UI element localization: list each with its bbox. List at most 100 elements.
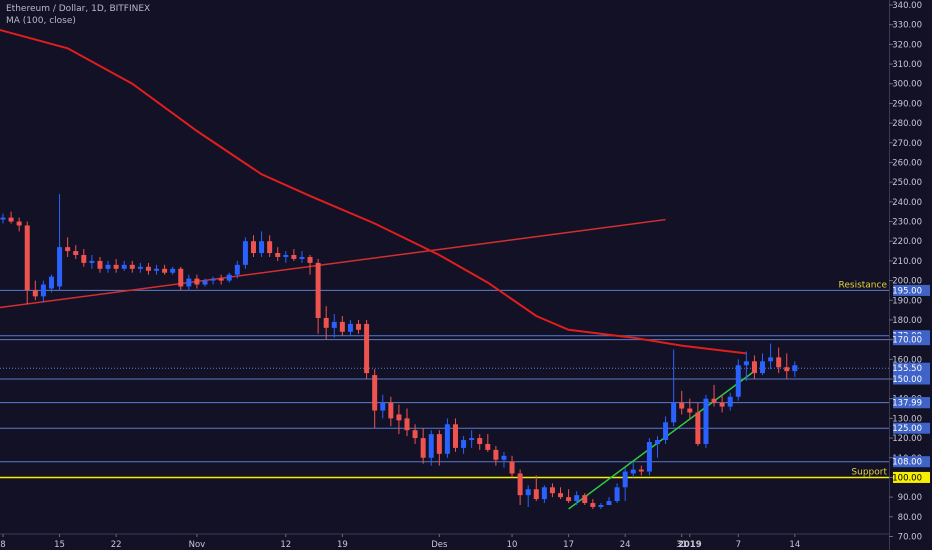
level-badge: 170.00 [892,334,930,346]
candle-body [226,274,232,281]
candle [16,217,22,232]
candle-body [590,503,596,507]
candle-body [743,361,749,366]
candle [760,353,766,376]
candle [614,483,620,504]
candle [137,262,143,273]
candle [73,245,79,259]
candle [8,211,14,224]
candle [396,404,402,435]
candle [598,503,604,509]
x-tick-label: Des [431,540,448,550]
x-tick-label: Nov [189,540,206,550]
y-tick-label: 230.00 [892,218,922,228]
candle [0,213,6,224]
candle-body [48,276,54,289]
candle-body [145,266,151,271]
candle [194,274,200,289]
y-tick-label: 320.00 [892,40,922,50]
candle-body [525,489,531,496]
candle [776,347,782,374]
y-tick-label: 120.00 [892,434,922,444]
candle-body [291,254,297,259]
candle [711,384,717,407]
candle [428,430,434,466]
candle [57,193,63,291]
y-tick-label: 180.00 [892,316,922,326]
candle-body [210,278,216,281]
candle-body [218,278,224,281]
candle [606,497,612,505]
candle-body [323,317,329,328]
candle-body [170,268,176,273]
candle [549,483,555,498]
candle [259,231,265,257]
candle-body [250,241,256,254]
support-trendline [568,370,755,510]
candle [703,394,709,448]
candle-body [372,375,378,411]
candle-body [517,473,523,496]
candle-body [558,493,564,498]
candle [420,428,426,464]
price-badge: 155.50 [892,362,930,374]
price-axis: 340.00 330.00 320.00 310.00 300.00 290.00 280.… [889,0,930,550]
candle [735,359,741,401]
candle-body [477,438,483,444]
candle [436,430,442,466]
candle [646,438,652,476]
badge-text: 195.00 [892,286,922,296]
y-tick-label: 160.00 [892,355,922,365]
x-tick-label: 2019 [678,540,702,550]
candle-body [751,361,757,374]
candle [32,280,38,301]
y-tick-label: 80.00 [898,513,922,523]
candle-body [202,280,208,285]
ma-line [0,28,747,355]
candle-body [630,469,636,474]
rising-trendline [0,218,666,309]
candle-body [259,241,265,254]
candle [65,237,71,257]
candle-body [97,260,103,269]
candle [275,247,281,261]
candle [477,434,483,450]
candle [97,256,103,273]
candle [250,235,256,257]
level-badge: 195.00 [892,284,930,296]
candle-body [57,247,63,287]
y-tick-label: 300.00 [892,80,922,90]
candle [162,264,168,275]
candle [638,465,644,476]
candle-body [137,266,143,269]
candle-body [574,495,580,502]
candle-body [533,489,539,500]
candle-body [428,434,434,458]
candle-body [283,254,289,257]
candle-body [0,217,6,220]
candle-body [81,254,87,263]
badge-bg [893,397,930,409]
badge-bg [893,334,930,346]
candle-body [73,251,79,255]
candle-body [711,398,717,403]
candle-body [186,278,192,287]
chart-title: Ethereum / Dollar, 1D, BITFINEX [6,4,151,14]
level-badge: 150.00 [892,373,930,385]
y-tick-label: 310.00 [892,60,922,70]
candle [170,266,176,275]
y-tick-label: 240.00 [892,198,922,208]
candle [339,316,345,336]
candle [48,274,54,293]
candle-body [646,442,652,472]
candle-body [727,396,733,407]
candle-body [541,487,547,500]
x-tick-label: 7 [736,540,741,550]
candle-body [614,487,620,502]
candle [226,272,232,283]
y-tick-label: 250.00 [892,178,922,188]
candle [210,276,216,285]
candle-body [396,414,402,421]
x-tick-label: 22 [111,540,122,550]
